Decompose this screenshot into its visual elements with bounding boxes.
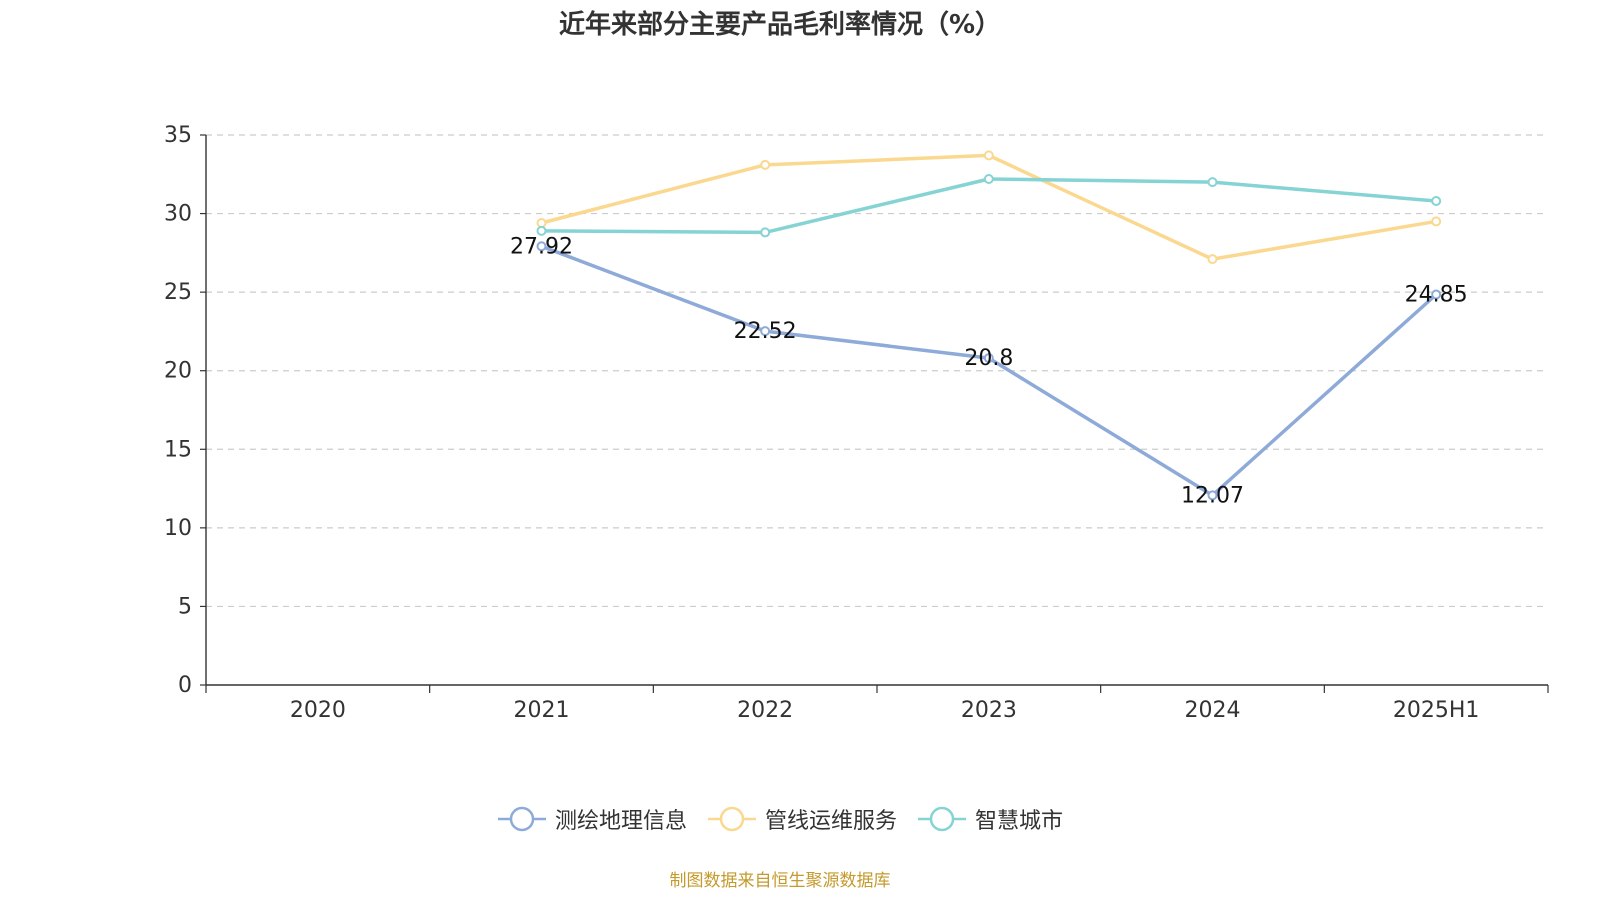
data-point[interactable] [983, 150, 994, 161]
data-point[interactable] [1431, 216, 1442, 227]
legend-item[interactable]: 智慧城市 [917, 803, 1063, 835]
data-label: 27.92 [510, 234, 573, 259]
y-tick-label: 30 [164, 202, 192, 227]
legend-swatch [497, 806, 546, 832]
legend-label: 智慧城市 [975, 809, 1064, 834]
data-point[interactable] [1431, 196, 1442, 206]
x-tick-label: 2021 [514, 698, 570, 723]
legend-swatch [918, 806, 966, 832]
data-point[interactable] [536, 218, 547, 228]
y-tick-label: 15 [164, 437, 192, 462]
data-point[interactable] [983, 174, 994, 184]
y-tick-label: 10 [164, 516, 192, 541]
x-tick-label: 2024 [1185, 698, 1241, 723]
data-point[interactable] [1207, 177, 1218, 188]
data-point[interactable] [760, 159, 771, 170]
legend: 测绘地理信息 管线运维服务 智慧城市 [0, 803, 1560, 835]
legend-swatch [707, 806, 756, 832]
y-tick-label: 35 [164, 123, 192, 148]
data-point[interactable] [1431, 289, 1442, 300]
legend-item[interactable]: 测绘地理信息 [497, 803, 687, 835]
data-label: 20.8 [964, 346, 1013, 371]
y-tick-label: 5 [178, 594, 192, 619]
data-point[interactable] [536, 225, 547, 236]
legend-label: 管线运维服务 [764, 809, 897, 834]
y-tick-label: 25 [164, 280, 192, 305]
x-tick-label: 2020 [290, 698, 346, 723]
x-tick-label: 2022 [737, 698, 793, 723]
data-point[interactable] [536, 241, 547, 252]
data-label: 22.52 [734, 319, 797, 344]
data-point[interactable] [1207, 254, 1218, 265]
data-point[interactable] [760, 227, 771, 238]
data-point[interactable] [760, 326, 771, 337]
data-point[interactable] [983, 353, 994, 364]
y-tick-label: 0 [178, 673, 192, 698]
chart-title: 近年来部分主要产品毛利率情况（%） [558, 10, 1002, 40]
x-tick-label: 2025H1 [1393, 698, 1480, 723]
legend-item[interactable]: 管线运维服务 [707, 803, 897, 835]
data-point[interactable] [1207, 490, 1218, 501]
data-label: 24.85 [1405, 283, 1468, 308]
x-tick-label: 2023 [961, 698, 1017, 723]
y-tick-label: 20 [164, 359, 192, 384]
legend-label: 测绘地理信息 [554, 809, 687, 834]
data-label: 12.07 [1181, 483, 1244, 508]
source-note: 制图数据来自恒生聚源数据库 [669, 871, 891, 891]
series-line-2 [541, 153, 1437, 261]
